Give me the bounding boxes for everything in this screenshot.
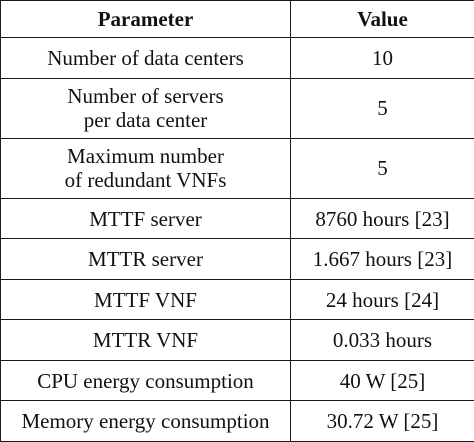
param-text: MTTR VNF (92, 328, 199, 353)
table-row: MTTR server 1.667 hours [23] (0, 238, 474, 280)
param-cell: Maximum number of redundant VNFs (0, 137, 291, 199)
param-cell: MTTR VNF (0, 319, 291, 361)
value-cell: 8760 hours [23] (290, 197, 474, 240)
param-text-line-1: Number of servers (67, 84, 224, 109)
param-text: Memory energy consumption (21, 409, 270, 434)
param-text-line-2: per data center (83, 108, 208, 133)
value-cell: 40 W [25] (290, 359, 474, 402)
table-row: Memory energy consumption 30.72 W [25] (0, 400, 474, 442)
param-text: MTTF server (89, 206, 202, 231)
value-cell: 5 (290, 77, 474, 139)
param-text: MTTF VNF (94, 287, 197, 312)
table-row: MTTF server 8760 hours [23] (0, 197, 474, 240)
param-cell: CPU energy consumption (0, 359, 291, 402)
param-cell: MTTF VNF (0, 278, 291, 321)
value-cell: 0.033 hours (290, 319, 474, 361)
param-cell: MTTR server (0, 238, 291, 280)
value-cell: 24 hours [24] (290, 278, 474, 321)
table-row: Number of servers per data center 5 (0, 77, 474, 139)
param-text-line-2: of redundant VNFs (64, 168, 227, 193)
header-value: Value (290, 0, 474, 38)
value-cell: 10 (290, 37, 474, 79)
table-row: MTTF VNF 24 hours [24] (0, 278, 474, 321)
param-cell: Number of servers per data center (0, 77, 291, 139)
table-row: Number of data centers 10 (0, 37, 474, 79)
value-cell: 1.667 hours [23] (290, 238, 474, 280)
header-parameter: Parameter (0, 0, 291, 38)
table-row: MTTR VNF 0.033 hours (0, 319, 474, 361)
value-cell: 5 (290, 137, 474, 199)
param-text: CPU energy consumption (37, 368, 254, 393)
param-text: MTTR server (88, 247, 203, 272)
param-cell: Number of data centers (0, 37, 291, 79)
table-row: Maximum number of redundant VNFs 5 (0, 137, 474, 199)
param-cell: Memory energy consumption (0, 400, 291, 442)
param-cell: MTTF server (0, 197, 291, 240)
table-header-row: Parameter Value (0, 0, 474, 38)
table-row: CPU energy consumption 40 W [25] (0, 359, 474, 402)
param-text: Number of data centers (47, 45, 244, 70)
value-cell: 30.72 W [25] (290, 400, 474, 442)
param-text-line-1: Maximum number (67, 144, 224, 169)
